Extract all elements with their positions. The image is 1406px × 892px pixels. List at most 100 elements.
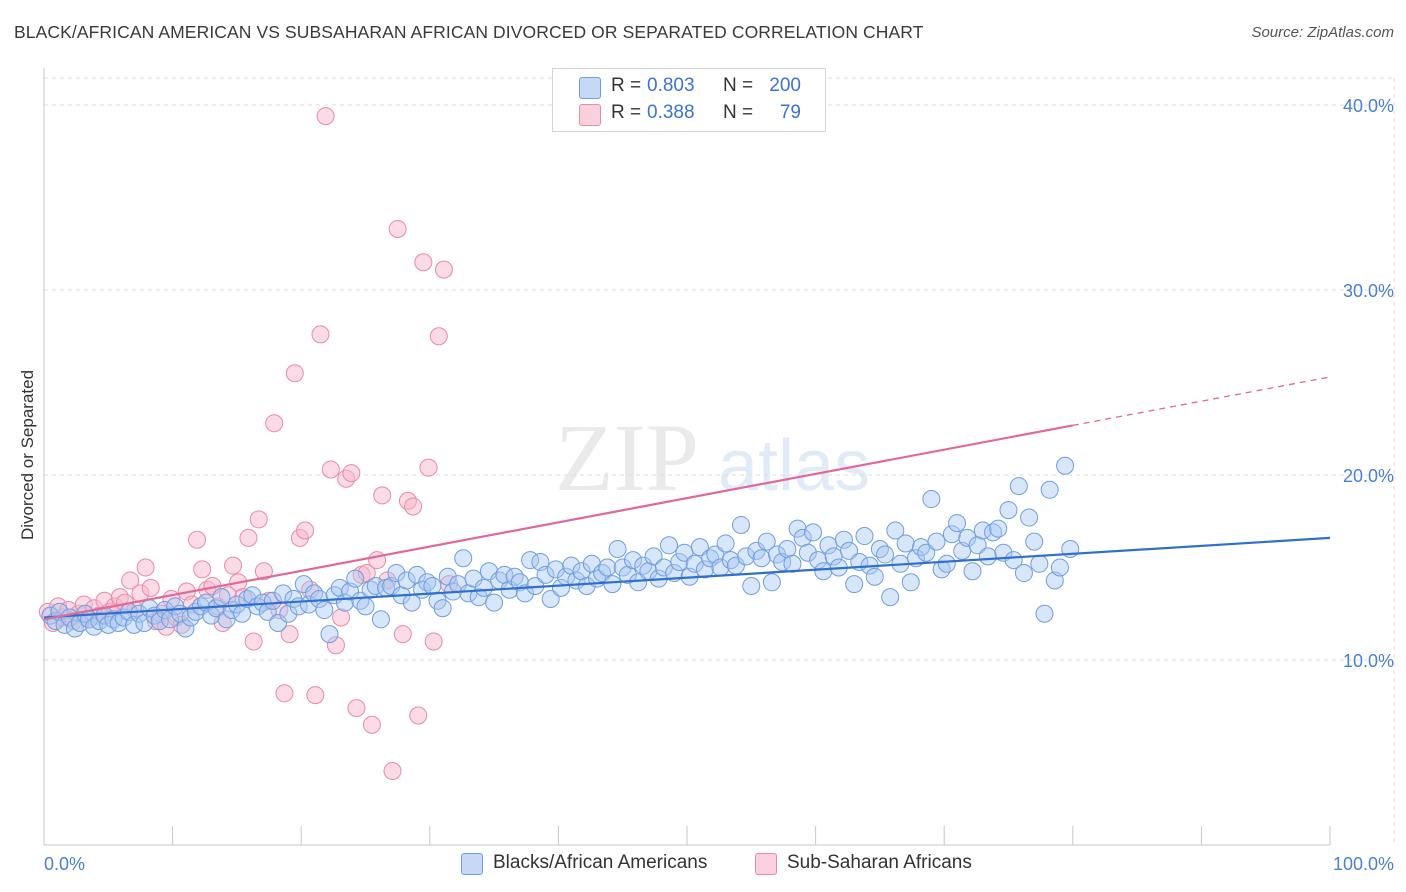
- data-point-blacks: [320, 625, 339, 644]
- data-point-blacks: [788, 519, 807, 538]
- data-point-blacks: [65, 619, 84, 638]
- data-point-blacks: [433, 599, 452, 618]
- data-point-sub-saharan: [224, 556, 243, 575]
- data-point-blacks: [294, 575, 313, 594]
- legend-r-label: R =: [611, 75, 642, 96]
- data-point-sub-saharan: [404, 497, 423, 516]
- data-point-blacks: [546, 560, 565, 579]
- data-point-sub-saharan: [383, 762, 402, 780]
- data-point-blacks: [917, 543, 936, 562]
- data-point-sub-saharan: [311, 325, 330, 344]
- data-point-sub-saharan: [409, 706, 428, 725]
- source-label: Source: ZipAtlas.com: [1251, 24, 1394, 41]
- trend-line-sub-saharan-projection: [1072, 376, 1331, 427]
- data-point-blacks: [978, 547, 997, 566]
- data-point-sub-saharan: [326, 636, 345, 655]
- legend-n-label: N =: [723, 102, 754, 123]
- data-point-blacks: [577, 577, 596, 595]
- data-point-blacks: [551, 578, 570, 597]
- data-point-blacks: [608, 540, 627, 558]
- data-point-blacks: [269, 614, 288, 632]
- data-point-blacks: [757, 532, 776, 551]
- data-point-blacks: [701, 549, 720, 568]
- data-point-blacks: [130, 604, 149, 623]
- bottom-legend-label: Blacks/African Americans: [493, 852, 708, 873]
- legend-r-value: 0.803: [647, 75, 695, 96]
- data-point-sub-saharan: [254, 562, 273, 581]
- trend-lines: [43, 376, 1331, 621]
- data-point-blacks: [742, 577, 761, 595]
- bottom-legend-label: Sub-Saharan Africans: [787, 852, 972, 873]
- data-point-blacks: [634, 556, 653, 575]
- data-point-blacks: [474, 578, 493, 597]
- data-point-sub-saharan: [419, 458, 438, 477]
- data-point-sub-saharan: [347, 699, 366, 718]
- data-point-blacks: [984, 523, 1003, 542]
- data-point-sub-saharan: [393, 625, 412, 644]
- y-tick-label: 30.0%: [1343, 281, 1394, 301]
- data-point-sub-saharan: [275, 684, 294, 703]
- data-point-blacks: [732, 515, 751, 534]
- legend-swatch-blue: [579, 77, 601, 99]
- data-point-blacks: [176, 619, 195, 638]
- data-point-blacks: [834, 530, 853, 549]
- data-point-blacks: [1009, 477, 1028, 496]
- data-point-sub-saharan: [306, 686, 325, 705]
- data-point-blacks: [762, 573, 781, 592]
- data-point-blacks: [798, 543, 817, 562]
- data-point-blacks: [418, 573, 437, 592]
- data-point-blacks: [690, 538, 709, 557]
- data-point-sub-saharan: [414, 253, 433, 272]
- data-point-sub-saharan: [280, 625, 299, 644]
- data-point-blacks: [670, 552, 689, 571]
- data-point-blacks: [783, 554, 802, 573]
- data-point-sub-saharan: [121, 571, 140, 590]
- legend-swatch-pink: [579, 104, 601, 126]
- data-point-blacks: [927, 532, 946, 551]
- data-point-blacks: [886, 521, 905, 540]
- data-point-blacks: [1040, 480, 1059, 499]
- data-point-sub-saharan: [239, 528, 258, 547]
- data-point-blacks: [593, 564, 612, 583]
- data-point-sub-saharan: [296, 521, 315, 540]
- data-point-sub-saharan: [141, 578, 160, 597]
- data-point-sub-saharan: [429, 327, 448, 346]
- data-point-sub-saharan: [388, 219, 407, 238]
- data-point-sub-saharan: [188, 530, 207, 549]
- data-point-blacks: [716, 534, 735, 553]
- data-point-blacks: [356, 597, 375, 616]
- data-point-blacks: [485, 593, 504, 612]
- data-point-blacks: [305, 584, 324, 603]
- data-point-blacks: [505, 567, 524, 586]
- data-point-blacks: [454, 549, 473, 568]
- data-point-blacks: [1025, 532, 1044, 551]
- bottom-legend-swatch-pink: [755, 853, 777, 875]
- data-point-blacks: [598, 558, 617, 577]
- y-tick-label: 40.0%: [1343, 96, 1394, 116]
- y-tick-label: 20.0%: [1343, 466, 1394, 486]
- data-point-blacks: [541, 589, 560, 608]
- trend-line-blacks: [43, 536, 1331, 619]
- data-point-blacks: [371, 610, 390, 629]
- legend-n-value: 79: [779, 102, 801, 123]
- data-point-blacks: [721, 551, 740, 570]
- correlation-legend: R = 0.803 N = 200 R = 0.388 N = 79: [552, 68, 826, 132]
- data-point-blacks: [840, 541, 859, 560]
- data-point-blacks: [814, 562, 833, 581]
- data-point-sub-saharan: [321, 460, 340, 479]
- data-point-blacks: [963, 562, 982, 581]
- data-point-sub-saharan: [357, 564, 376, 583]
- data-point-blacks: [510, 573, 529, 592]
- data-point-sub-saharan: [424, 632, 443, 651]
- data-point-blacks: [865, 567, 884, 586]
- data-point-blacks: [1030, 554, 1049, 573]
- data-point-blacks: [942, 525, 961, 544]
- data-point-blacks: [387, 564, 406, 583]
- x-tick-label: 0.0%: [44, 854, 85, 874]
- data-point-sub-saharan: [434, 260, 453, 279]
- data-point-blacks: [1056, 456, 1075, 475]
- data-point-blacks: [876, 545, 895, 564]
- data-point-blacks: [948, 514, 967, 533]
- trend-line-sub-saharan: [43, 424, 1074, 621]
